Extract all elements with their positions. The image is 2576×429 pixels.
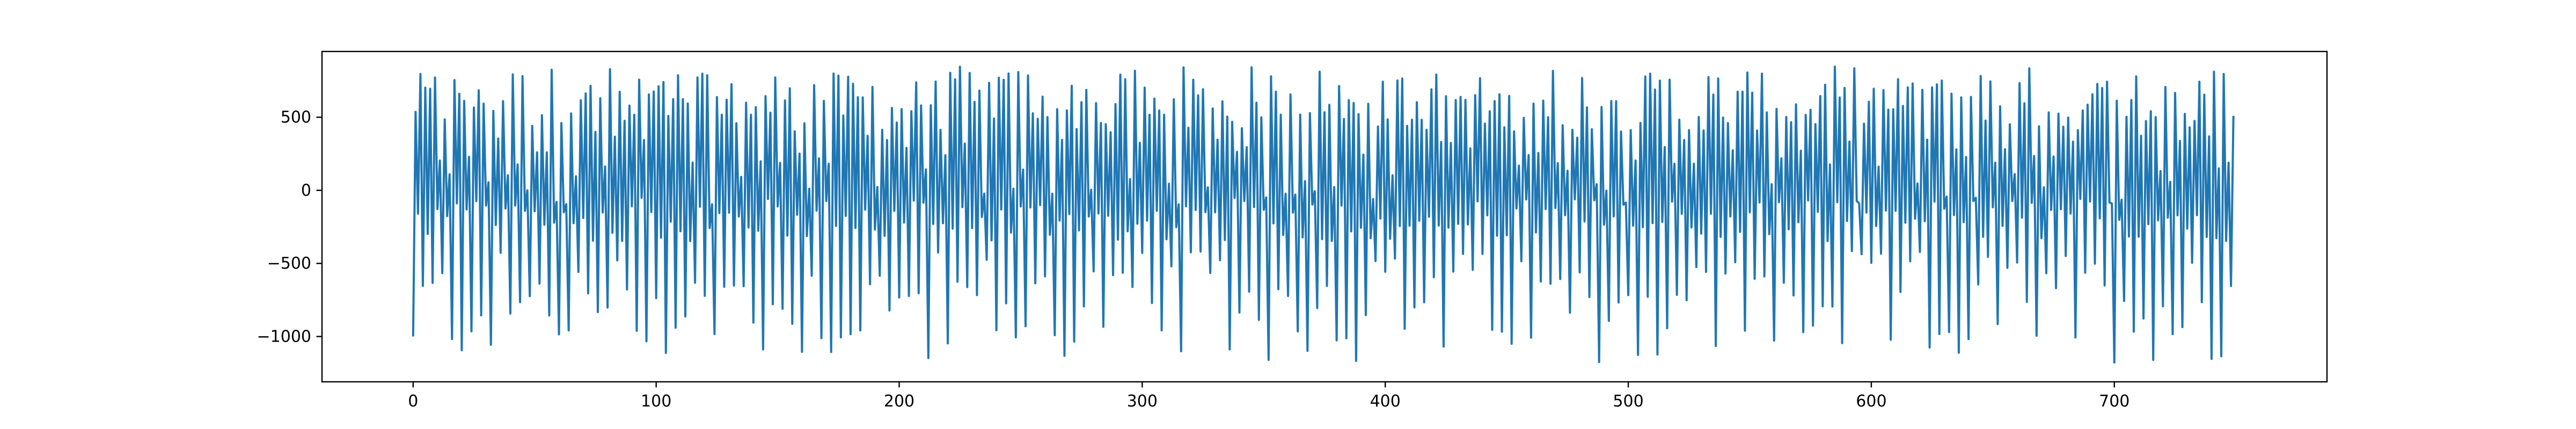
x-tick-label: 200: [884, 392, 914, 411]
y-tick-label: 0: [301, 181, 311, 200]
series-layer: [412, 65, 2235, 364]
x-tick-label: 0: [408, 392, 418, 411]
x-tick-label: 100: [641, 392, 671, 411]
y-tick-label: −1000: [257, 328, 311, 346]
series-line: [412, 65, 2235, 364]
y-tick-label: 500: [281, 108, 311, 127]
x-tick-label: 500: [1613, 392, 1643, 411]
x-tick-label: 400: [1370, 392, 1401, 411]
x-tick-label: 600: [1856, 392, 1886, 411]
x-axis: 0 100 200 300 400 500 600 700: [408, 382, 2129, 411]
y-axis: −1000 −500 0 500: [257, 108, 322, 346]
x-tick-label: 700: [2099, 392, 2129, 411]
axes-frame: [321, 50, 2328, 383]
y-tick-label: −500: [267, 254, 311, 273]
x-tick-label: 300: [1127, 392, 1158, 411]
